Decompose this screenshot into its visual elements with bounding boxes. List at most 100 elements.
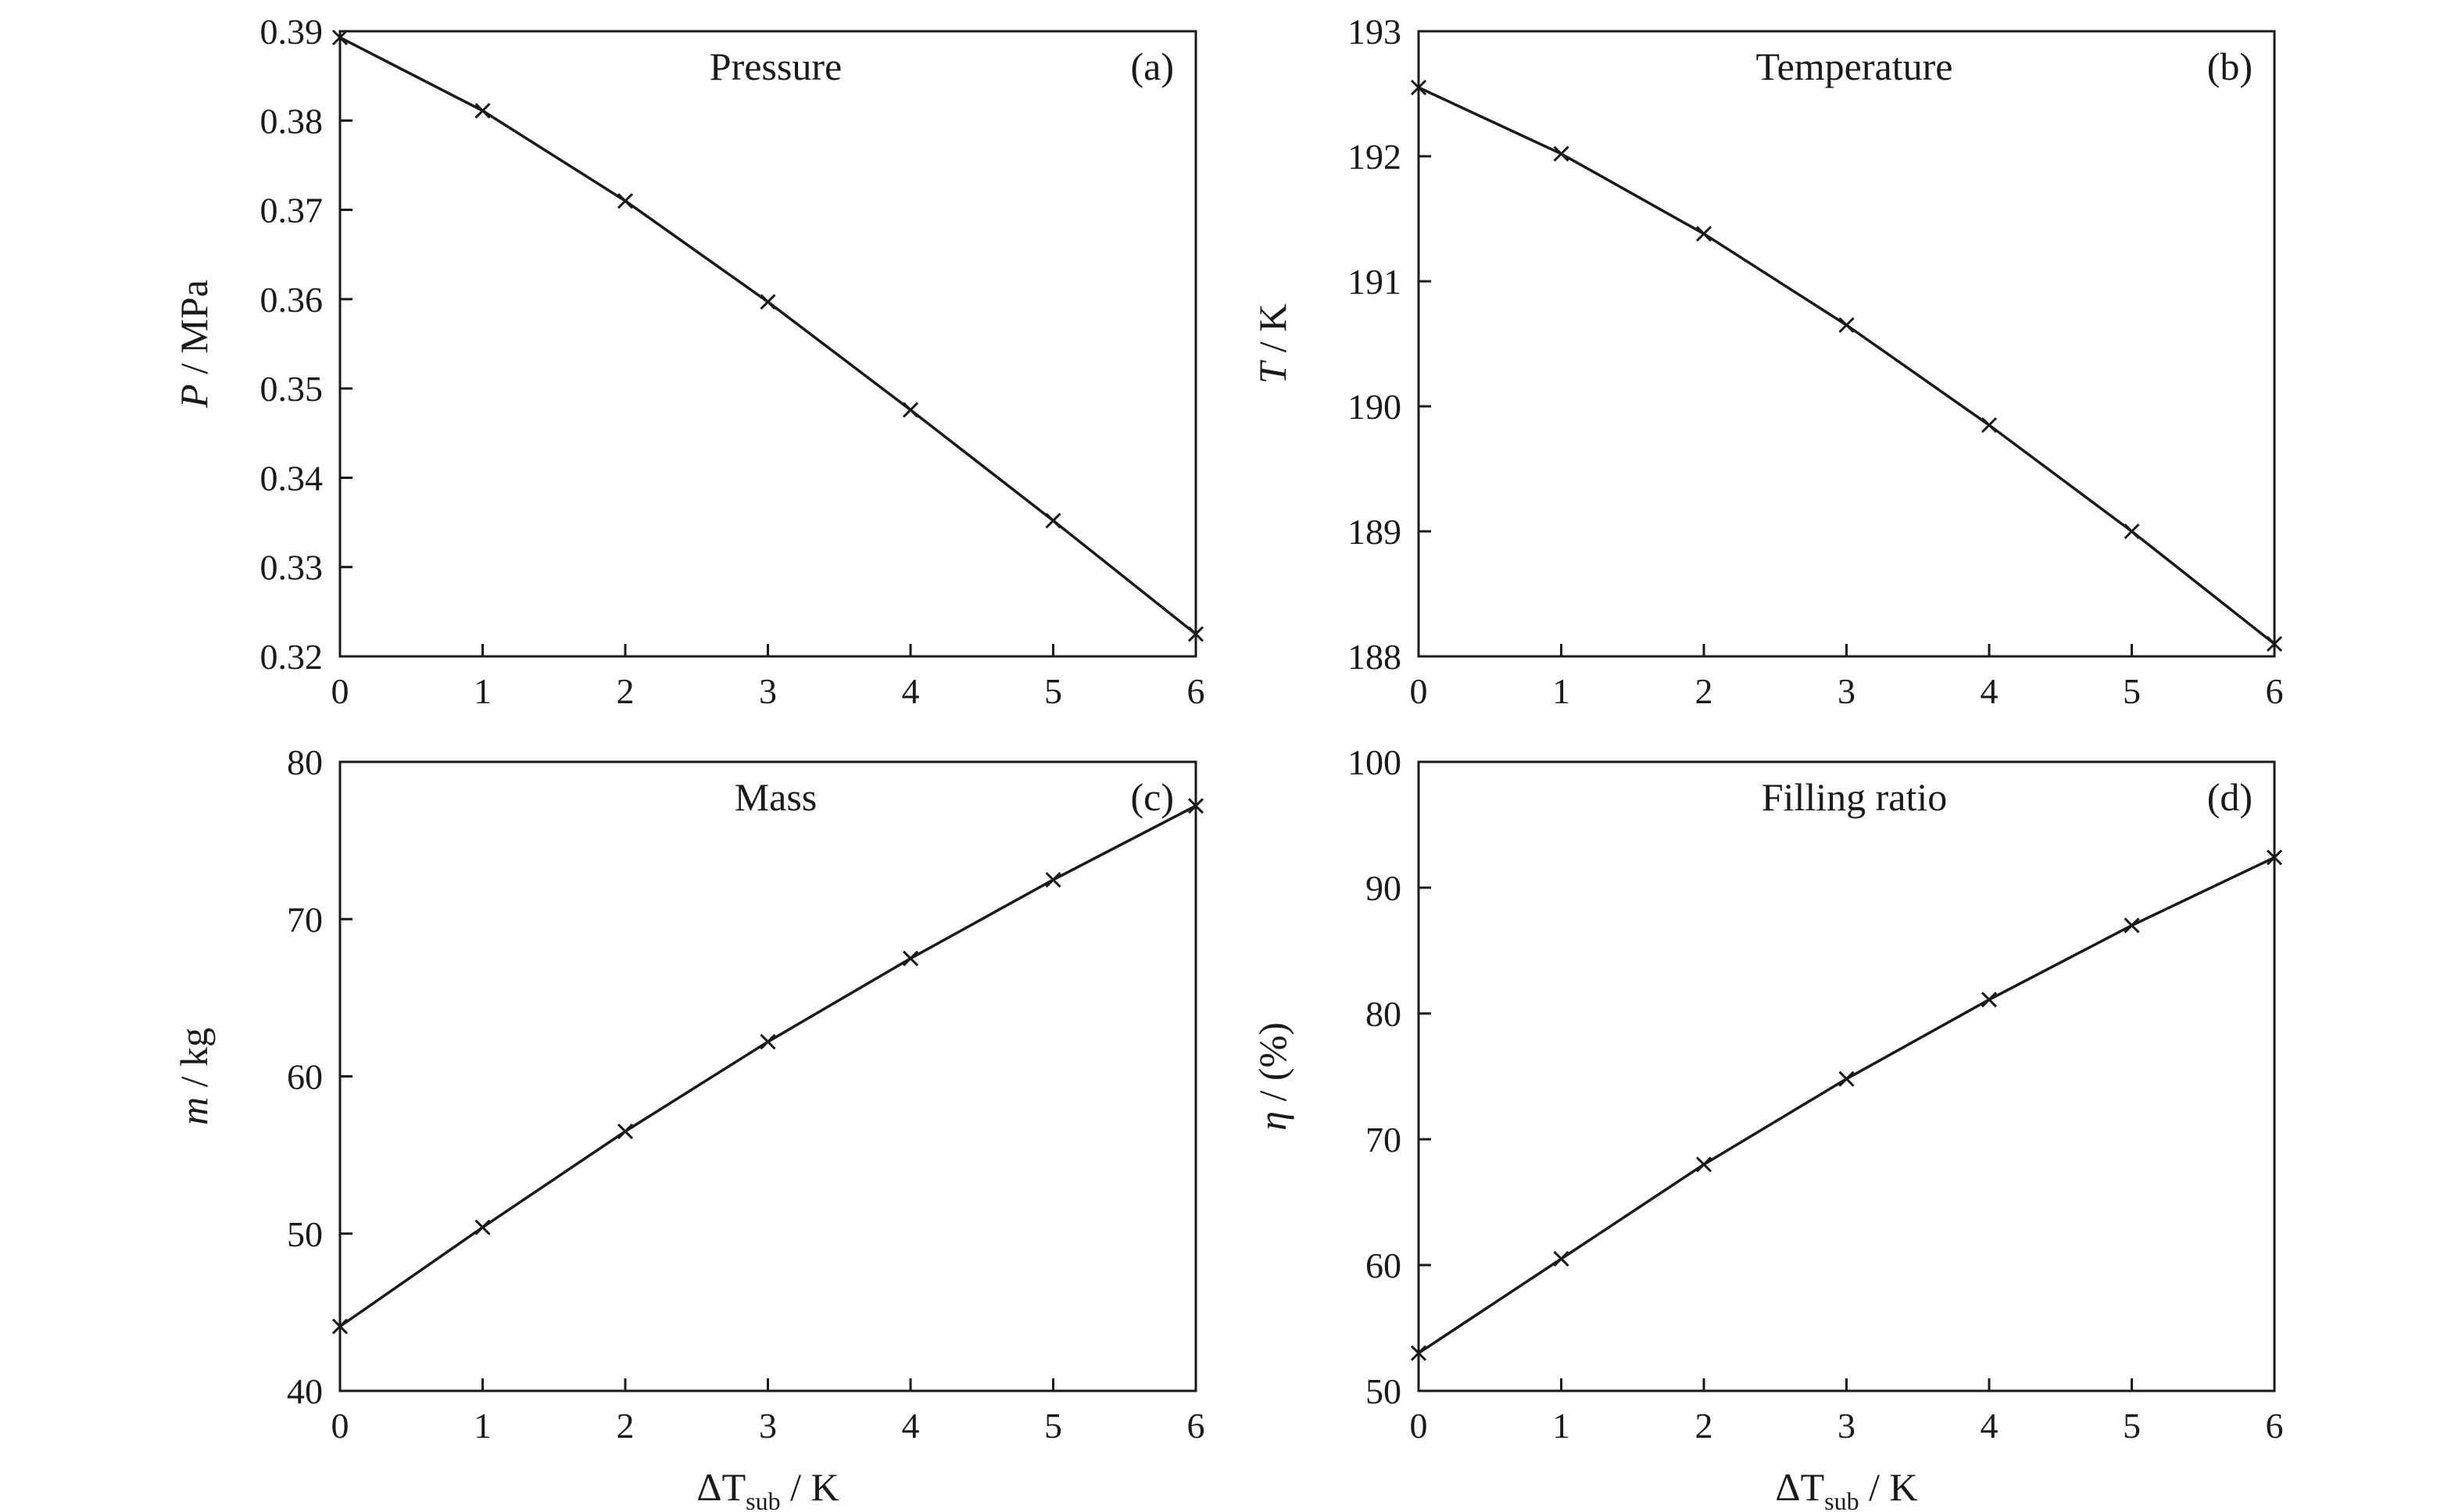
x-tick-label: 3 — [1838, 671, 1855, 711]
x-tick-label: 0 — [1410, 1406, 1428, 1446]
x-tick-label: 4 — [1981, 671, 1999, 711]
series-line — [1418, 86, 2276, 645]
data-point — [760, 1034, 776, 1050]
data-point — [1838, 1071, 1855, 1087]
data-point — [2266, 635, 2283, 652]
x-tick-label: 1 — [1552, 1406, 1570, 1446]
data-point — [474, 102, 491, 119]
x-tick-label: 2 — [1695, 671, 1713, 711]
y-axis-label: η / (%) — [1251, 1022, 1294, 1131]
x-tick-label: 5 — [1044, 1406, 1062, 1446]
x-tick-label: 0 — [331, 671, 349, 711]
panel-title: Temperature — [1756, 45, 1953, 88]
y-tick-label: 0.37 — [260, 191, 324, 231]
y-axis-symbol: m — [172, 1097, 216, 1125]
y-tick-label: 0.38 — [260, 101, 324, 141]
x-tick-label: 0 — [331, 1406, 349, 1446]
x-axis-unit: / K — [1859, 1465, 1918, 1509]
y-axis-symbol: η — [1251, 1111, 1294, 1131]
y-axis-label: T / K — [1251, 304, 1294, 384]
x-tick-label: 3 — [759, 1406, 777, 1446]
y-tick-label: 191 — [1347, 262, 1401, 302]
y-tick-label: 0.32 — [260, 637, 324, 677]
x-axis-symbol: ΔT — [696, 1465, 746, 1509]
x-tick-label: 2 — [1695, 1406, 1713, 1446]
x-tick-label: 5 — [2123, 1406, 2141, 1446]
x-tick-label: 4 — [902, 1406, 920, 1446]
y-axis-label: P / MPa — [172, 280, 216, 409]
data-point — [1410, 79, 1427, 96]
series-line — [339, 36, 1197, 635]
x-tick-label: 0 — [1410, 671, 1428, 711]
panel-title: Mass — [735, 775, 818, 819]
plot-frame — [338, 30, 1197, 658]
data-point — [474, 1219, 491, 1235]
data-point — [1553, 145, 1569, 162]
series-line — [339, 804, 1197, 1328]
y-axis-unit: / MPa — [172, 280, 216, 384]
y-tick-label: 192 — [1347, 137, 1401, 177]
y-axis-symbol: P — [172, 384, 216, 409]
y-axis-unit: / kg — [172, 1028, 216, 1097]
panel-tag: (a) — [1131, 45, 1175, 88]
y-tick-label: 70 — [287, 899, 323, 939]
data-point — [1187, 626, 1204, 642]
y-tick-label: 0.36 — [260, 280, 324, 320]
x-tick-label: 5 — [2123, 671, 2141, 711]
x-tick-label: 6 — [1187, 1406, 1205, 1446]
x-tick-label: 3 — [759, 671, 777, 711]
data-point — [331, 1318, 349, 1335]
x-tick-label: 6 — [2266, 1406, 2284, 1446]
y-tick-label: 189 — [1347, 512, 1401, 552]
x-tick-label: 6 — [1187, 671, 1205, 711]
panel-tag: (d) — [2207, 775, 2253, 819]
panel-c: 0 1 2 3 4 5 6 40 50 60 70 80 Mass (c) m / kg ΔTsub / K — [172, 742, 1205, 1512]
x-tick-label: 4 — [1981, 1406, 1999, 1446]
y-axis-label: m / kg — [172, 1028, 216, 1125]
y-tick-label: 0.35 — [260, 369, 324, 409]
y-axis-symbol: T — [1251, 359, 1294, 384]
x-tick-label: 5 — [1044, 671, 1062, 711]
panel-tag: (b) — [2207, 45, 2253, 88]
x-tick-label: 6 — [2266, 671, 2284, 711]
panel-b: 0 1 2 3 4 5 6 188 189 190 191 192 193 Temperature (b) T… — [1251, 12, 2284, 711]
data-point — [1695, 226, 1712, 242]
y-tick-label: 0.34 — [260, 458, 324, 498]
data-point — [331, 29, 349, 46]
panel-a: 0 1 2 3 4 5 6 0.32 0.33 0.34 0.35 0.36 0.37 0.38 0.39 P… — [172, 12, 1205, 711]
panel-title: Pressure — [710, 45, 842, 88]
y-tick-label: 50 — [1365, 1371, 1401, 1411]
x-tick-label: 1 — [1552, 671, 1570, 711]
x-axis-subscript: sub — [1824, 1487, 1859, 1512]
y-tick-label: 0.39 — [260, 12, 324, 52]
data-point — [1045, 513, 1061, 529]
y-tick-label: 80 — [287, 742, 323, 782]
x-axis-subscript: sub — [746, 1487, 780, 1512]
data-point — [1187, 798, 1204, 814]
panel-tag: (c) — [1131, 775, 1175, 819]
x-tick-label: 4 — [902, 671, 920, 711]
y-tick-label: 50 — [287, 1214, 323, 1254]
data-point — [1045, 871, 1061, 888]
plot-frame — [1417, 760, 2276, 1392]
x-axis-unit: / K — [781, 1465, 839, 1509]
data-point — [760, 294, 776, 310]
y-tick-label: 193 — [1347, 12, 1401, 52]
plot-frame — [1417, 30, 2276, 658]
data-point — [2124, 523, 2140, 540]
y-tick-label: 40 — [287, 1371, 323, 1411]
data-point — [2266, 849, 2283, 866]
data-point — [1410, 1345, 1427, 1361]
x-tick-label: 3 — [1838, 1406, 1855, 1446]
series-line — [1418, 856, 2275, 1355]
y-tick-label: 0.33 — [260, 548, 324, 588]
panel-d: 0 1 2 3 4 5 6 50 60 70 80 90 100 Filling ratio (d) η / … — [1251, 742, 2284, 1512]
y-axis-unit: / K — [1251, 304, 1294, 363]
data-point — [1695, 1156, 1712, 1173]
x-axis-symbol: ΔT — [1775, 1465, 1824, 1509]
x-tick-label: 1 — [474, 671, 492, 711]
plot-frame — [338, 760, 1197, 1392]
x-tick-label: 2 — [617, 671, 635, 711]
data-point — [617, 1123, 634, 1139]
